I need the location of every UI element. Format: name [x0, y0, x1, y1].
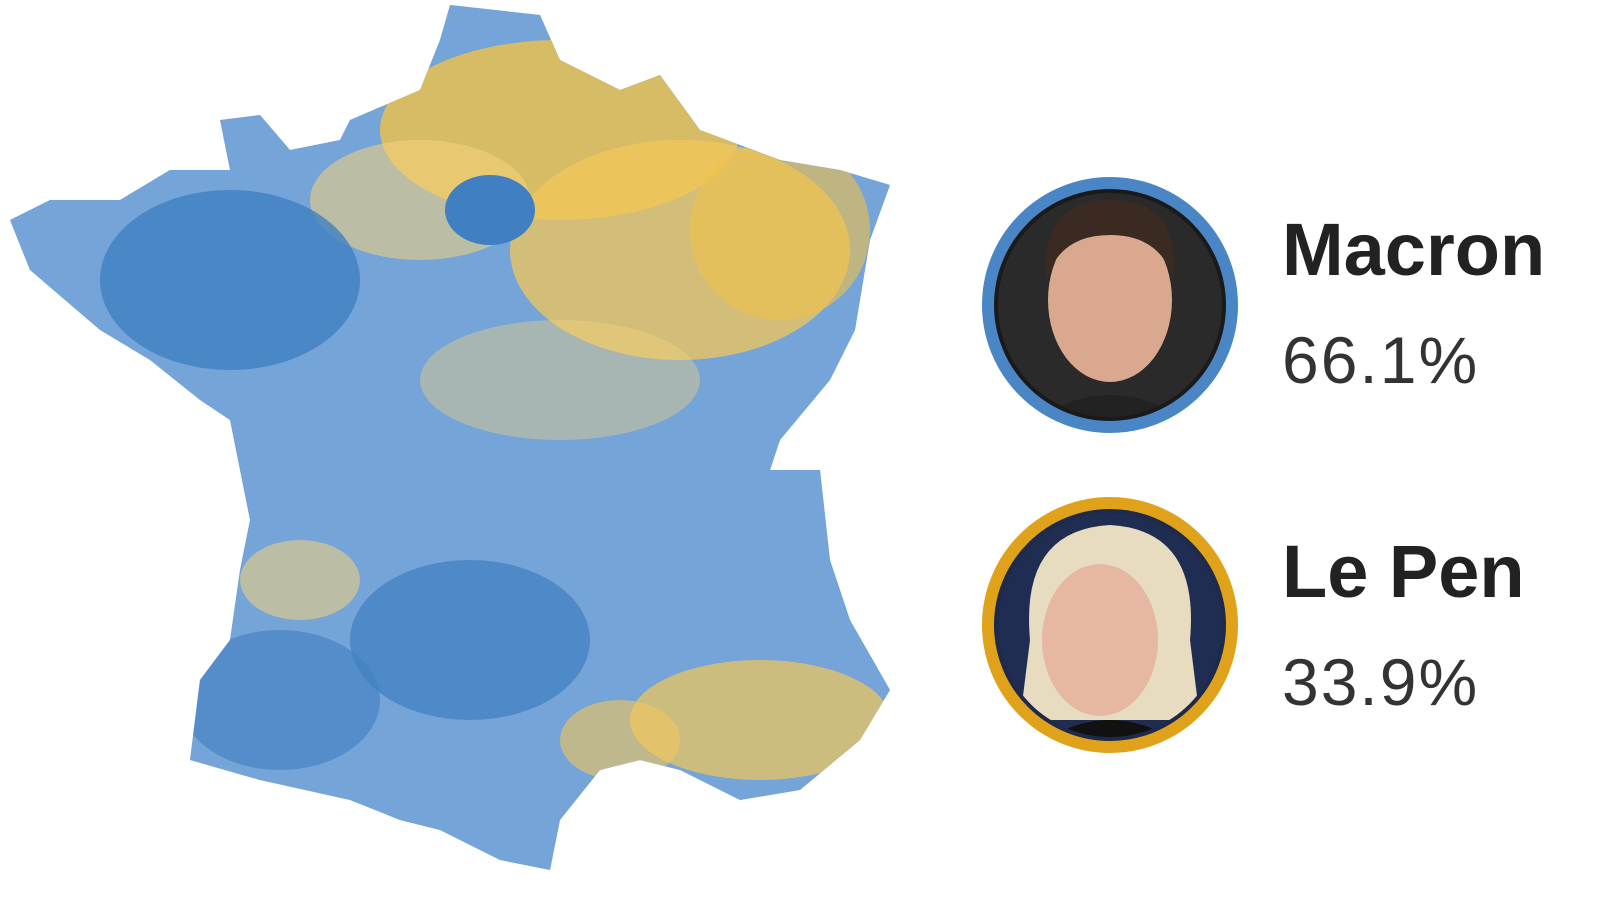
- candidate-name: Le Pen: [1282, 530, 1525, 613]
- map-regions: [10, 5, 890, 870]
- france-map: [10, 5, 890, 870]
- candidate-macron: Macron 66.1%: [982, 177, 1545, 433]
- portrait: [998, 193, 1222, 417]
- candidate-name: Macron: [1282, 208, 1545, 291]
- candidate-result: 33.9%: [1282, 645, 1479, 719]
- portrait: [998, 513, 1222, 737]
- candidate-result: 66.1%: [1282, 323, 1479, 397]
- candidate-le-pen: Le Pen 33.9%: [982, 497, 1525, 753]
